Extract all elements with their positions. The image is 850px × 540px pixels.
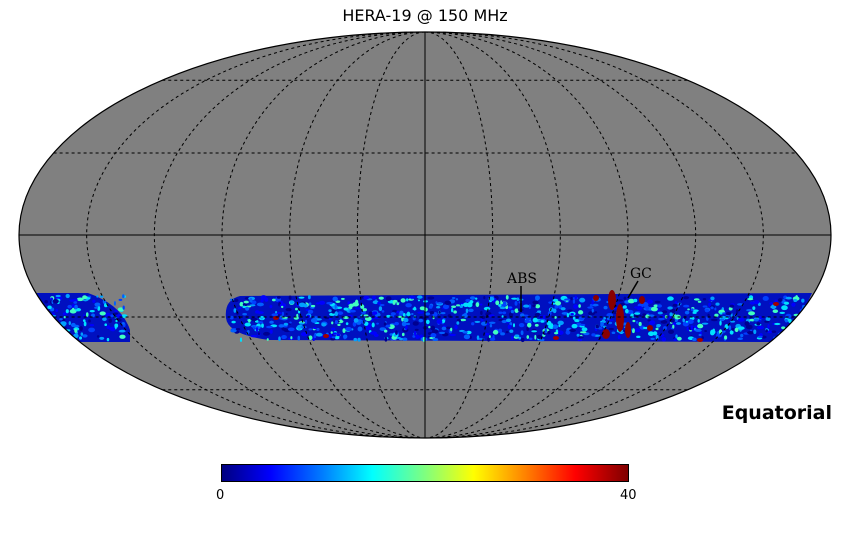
meridian-line — [424, 31, 764, 439]
annotation-gc-label: GC — [630, 266, 652, 282]
meridian-line — [424, 31, 561, 439]
strip-speckles — [43, 290, 808, 343]
coordinate-frame-label: Equatorial — [721, 402, 832, 424]
annotation-gc: GC — [627, 266, 652, 299]
meridian-line — [424, 31, 494, 439]
annotation-abs: ABS — [506, 271, 537, 312]
map-title: HERA-19 @ 150 MHz — [342, 6, 508, 25]
observed-strip — [36, 290, 812, 343]
meridian-line — [356, 31, 426, 439]
meridian-line — [289, 31, 426, 439]
map-border — [18, 31, 832, 439]
meridian-line — [86, 31, 426, 439]
colorbar — [221, 464, 629, 482]
annotation-abs-label: ABS — [506, 271, 537, 287]
colorbar-min-label: 0 — [216, 488, 225, 503]
colorbar-max-label: 40 — [620, 488, 637, 503]
graticule — [19, 31, 831, 439]
